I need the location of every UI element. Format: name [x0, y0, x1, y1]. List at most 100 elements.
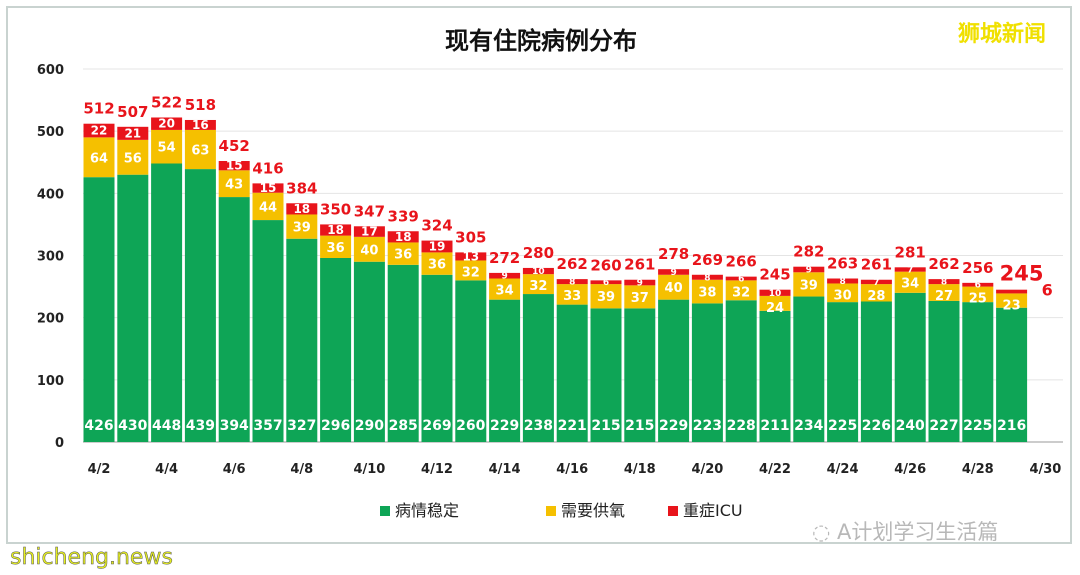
bar-segment-stable — [725, 300, 757, 442]
data-label-total: 278 — [658, 245, 689, 263]
bar-segment-icu — [894, 267, 926, 272]
data-label-oxygen: 64 — [90, 151, 108, 166]
bar-segment-stable — [184, 169, 216, 443]
data-label-icu: 16 — [192, 118, 209, 132]
data-label-total: 384 — [286, 179, 317, 197]
bar-segment-oxygen — [387, 242, 419, 265]
data-label-total: 324 — [421, 217, 452, 235]
data-label-total: 350 — [320, 200, 351, 218]
account-name: A计划学习生活篇 — [837, 520, 999, 544]
data-label-stable: 215 — [625, 418, 654, 434]
bar-segment-oxygen — [556, 284, 588, 305]
data-label-oxygen: 32 — [462, 265, 480, 280]
bar-segment-oxygen — [218, 170, 250, 198]
data-label-total: 452 — [219, 137, 250, 155]
bar-segment-oxygen — [793, 272, 825, 297]
data-label-total: 272 — [489, 249, 520, 267]
data-label-oxygen: 37 — [631, 291, 649, 306]
bar-segment-stable — [421, 274, 453, 442]
data-label-oxygen: 34 — [496, 284, 514, 299]
bar-segment-icu — [151, 117, 183, 130]
legend-swatch — [546, 506, 556, 516]
bar-segment-icu — [658, 269, 690, 275]
bar-segment-icu — [353, 226, 385, 237]
x-tick-label: 4/8 — [290, 462, 313, 477]
data-label-icu: 7 — [873, 278, 879, 288]
data-label-icu: 17 — [361, 225, 378, 239]
data-label-stable: 228 — [727, 418, 756, 434]
x-tick-label: 4/16 — [556, 462, 588, 477]
bar-segment-oxygen — [522, 274, 554, 295]
bar-segment-stable — [387, 264, 419, 442]
data-label-stable: 269 — [422, 418, 451, 434]
data-label-icu: 9 — [501, 272, 507, 282]
data-label-total: 281 — [895, 243, 926, 261]
y-tick-label: 0 — [55, 436, 64, 451]
bar-segment-oxygen — [894, 271, 926, 293]
data-label-total: 263 — [827, 255, 858, 273]
data-label-total: 416 — [252, 159, 283, 177]
bar-segment-oxygen — [928, 284, 960, 301]
data-label-oxygen: 30 — [834, 288, 852, 303]
data-label-oxygen: 39 — [597, 290, 615, 305]
bar-segment-stable — [218, 197, 250, 442]
site-watermark: shicheng.news — [10, 545, 173, 571]
account-watermark: ◌ A计划学习生活篇 — [812, 516, 998, 546]
bar-segment-stable — [996, 307, 1028, 442]
bar-segment-icu — [860, 279, 892, 285]
data-label-oxygen: 38 — [698, 286, 716, 301]
bar-segment-stable — [624, 308, 656, 442]
data-label-total: 507 — [117, 103, 148, 121]
data-label-stable: 225 — [828, 418, 857, 434]
data-label-total: 282 — [793, 243, 824, 261]
bar-segment-icu — [184, 119, 216, 130]
bar-segment-oxygen — [691, 279, 723, 304]
bar-segment-icu — [117, 126, 149, 140]
chart-frame: 现有住院病例分布 0 100 200 300 400 500 600 4/2 4/4 4/6 4/8 4… — [6, 6, 1072, 544]
bar-segment-oxygen — [827, 283, 859, 303]
x-tick-label: 4/4 — [155, 462, 178, 477]
data-label-icu: 8 — [569, 278, 575, 288]
legend-swatch — [380, 506, 390, 516]
wechat-icon: ◌ — [812, 520, 837, 544]
legend-swatch — [668, 506, 678, 516]
bar-segment-icu — [83, 123, 115, 138]
bar-segment-oxygen — [151, 129, 183, 164]
data-label-oxygen: 40 — [665, 281, 683, 296]
data-label-oxygen: 54 — [158, 141, 176, 156]
bar-segment-oxygen — [759, 295, 791, 311]
brand-watermark: 狮城新闻 — [958, 22, 1047, 47]
data-label-total: 339 — [388, 207, 419, 225]
legend-label: 病情稳定 — [395, 501, 459, 520]
data-label-icu: 6 — [975, 281, 981, 291]
data-label-oxygen: 63 — [191, 144, 209, 159]
data-label-oxygen: 24 — [766, 301, 784, 316]
data-label-total: 262 — [928, 255, 959, 273]
data-label-stable: 357 — [253, 418, 282, 434]
data-label-stable: 227 — [929, 418, 958, 434]
bar-segment-stable — [455, 280, 487, 442]
y-tick-label: 500 — [37, 125, 64, 140]
data-label-total: 260 — [590, 256, 621, 274]
data-label-oxygen: 39 — [293, 221, 311, 236]
bar-segment-oxygen — [860, 284, 892, 302]
data-label-icu: 7 — [907, 265, 913, 275]
x-tick-label: 4/2 — [88, 462, 111, 477]
data-label-total: 512 — [83, 100, 114, 118]
data-label-stable: 229 — [659, 418, 688, 434]
bar-segment-icu — [387, 231, 419, 243]
data-label-oxygen: 39 — [800, 278, 818, 293]
data-label-icu: 8 — [704, 273, 710, 283]
bar-segment-icu — [590, 280, 622, 285]
x-tick-label: 4/18 — [624, 462, 656, 477]
data-label-icu: 20 — [158, 117, 175, 131]
data-label-total: 256 — [962, 259, 993, 277]
data-label-stable: 234 — [794, 418, 823, 434]
data-label-total: 280 — [523, 244, 554, 262]
bar-segment-oxygen — [83, 137, 115, 178]
bar-segment-stable — [252, 220, 284, 442]
chart-title: 现有住院病例分布 — [445, 27, 637, 55]
bar-segment-stable — [522, 294, 554, 442]
bar-segment-icu — [252, 183, 284, 193]
data-label-icu: 8 — [941, 278, 947, 288]
